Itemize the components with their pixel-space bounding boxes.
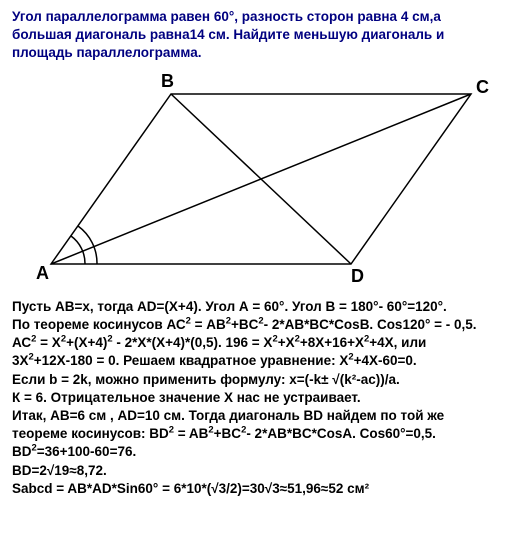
solution-line: +4X, или — [369, 335, 426, 350]
problem-line: большая диагональ равна14 см. Найдите ме… — [12, 27, 444, 42]
solution-line: Пусть AB=x, тогда AD=(X+4). Угол А = 60°… — [12, 299, 447, 314]
solution-line: +BC — [231, 317, 258, 332]
problem-line: площадь параллелограмма. — [12, 45, 201, 60]
solution-line: = AB — [174, 426, 208, 441]
solution-line: = X — [36, 335, 60, 350]
solution-line: BD — [12, 444, 32, 459]
solution-line: Если b = 2k, можно применить формулу: x=… — [12, 372, 400, 387]
solution-line: +12X-180 = 0. Решаем квадратное уравнени… — [34, 353, 349, 368]
vertex-d-label: D — [351, 266, 364, 286]
vertex-b-label: B — [161, 71, 174, 91]
solution-line: По теореме косинусов АС — [12, 317, 186, 332]
solution-line: =36+100-60=76. — [37, 444, 136, 459]
solution-text: Пусть AB=x, тогда AD=(X+4). Угол А = 60°… — [12, 298, 519, 498]
vertex-c-label: C — [476, 77, 489, 97]
solution-line: - 2*AB*BC*CosB. Cos120° = - 0,5. — [264, 317, 477, 332]
solution-line: +4X-60=0. — [354, 353, 417, 368]
solution-line: BD=2√19≈8,72. — [12, 463, 107, 478]
solution-line: - 2*X*(X+4)*(0,5). 196 = X — [113, 335, 273, 350]
solution-line: - 2*AB*BC*CosA. Cos60°=0,5. — [246, 426, 436, 441]
solution-line: АС — [12, 335, 31, 350]
solution-line: +BC — [214, 426, 241, 441]
solution-line: теореме косинусов: BD — [12, 426, 169, 441]
solution-line: +X — [278, 335, 295, 350]
solution-line: 3X — [12, 353, 29, 368]
vertex-a-label: A — [36, 263, 49, 283]
solution-line: +(X+4) — [66, 335, 107, 350]
solution-line: = AB — [191, 317, 226, 332]
solution-line: К = 6. Отрицательное значение Х нас не у… — [12, 390, 361, 405]
problem-statement: Угол параллелограмма равен 60°, разность… — [12, 8, 519, 63]
solution-line: Итак, AB=6 см , AD=10 см. Тогда диагонал… — [12, 408, 444, 423]
solution-line: +8X+16+X — [300, 335, 364, 350]
problem-line: Угол параллелограмма равен 60°, разность… — [12, 9, 441, 24]
solution-line: Sabcd = AB*AD*Sin60° = 6*10*(√3/2)=30√3≈… — [12, 481, 369, 496]
parallelogram-diagram: A B C D — [31, 69, 501, 294]
